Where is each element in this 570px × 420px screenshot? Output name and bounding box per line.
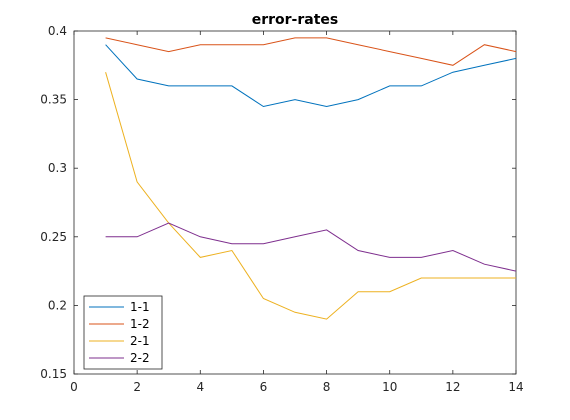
axes-box <box>73 30 517 375</box>
series-line-2-1 <box>105 72 516 320</box>
y-tick-label: 0.3 <box>48 161 67 175</box>
x-tick-label: 10 <box>382 380 397 394</box>
y-tick-label: 0.25 <box>40 230 67 244</box>
y-tick-label: 0.4 <box>48 24 67 38</box>
y-tick-label: 0.15 <box>40 367 67 381</box>
legend-label-2-2: 2-2 <box>130 351 150 365</box>
series-line-1-1 <box>105 44 517 108</box>
x-tick-label: 8 <box>323 380 331 394</box>
x-tick-label: 4 <box>196 380 204 394</box>
legend-label-1-2: 1-2 <box>130 317 150 331</box>
legend-label-2-1: 2-1 <box>130 334 150 348</box>
legend: 1-1 1-2 2-1 2-2 <box>83 295 163 370</box>
chart-title: error-rates <box>252 12 339 28</box>
y-tick-label: 0.2 <box>48 298 67 312</box>
x-tick-label: 14 <box>508 380 523 394</box>
plot-area: 0 2 4 6 8 10 12 14 0.15 0.2 0.25 0.3 0.35 0.4 <box>40 24 523 394</box>
x-tick-label: 2 <box>133 380 141 394</box>
series-line-2-2 <box>105 222 517 272</box>
x-tick-label: 6 <box>260 380 268 394</box>
series-line-1-2 <box>105 37 517 66</box>
legend-box <box>83 295 163 370</box>
x-tick-label: 0 <box>70 380 78 394</box>
legend-label-1-1: 1-1 <box>130 300 150 314</box>
y-tick-label: 0.35 <box>40 93 67 107</box>
x-tick-label: 12 <box>445 380 460 394</box>
